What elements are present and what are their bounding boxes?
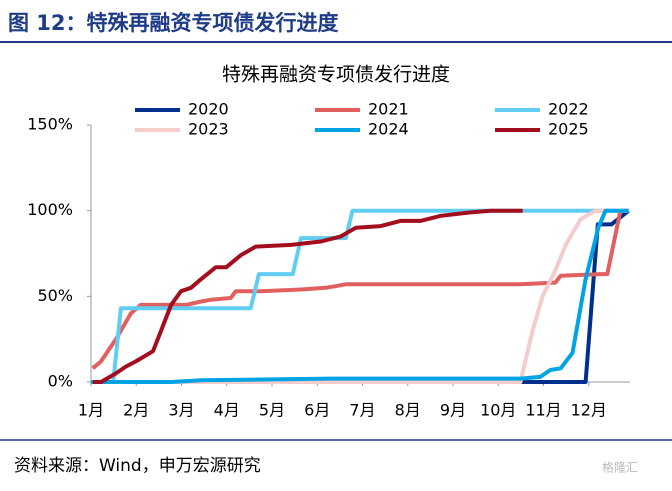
x-tick-label: 11月 — [525, 401, 561, 420]
x-tick-label: 8月 — [395, 401, 421, 420]
legend-label: 2023 — [188, 120, 229, 139]
legend-label: 2020 — [188, 100, 229, 119]
x-tick-label: 2月 — [123, 401, 149, 420]
legend-label: 2022 — [548, 100, 589, 119]
x-tick-label: 12月 — [571, 401, 607, 420]
y-tick-label: 150% — [27, 115, 73, 134]
chart-title: 特殊再融资专项债发行进度 — [222, 64, 450, 86]
legend-label: 2021 — [368, 100, 409, 119]
series-line — [91, 208, 629, 370]
legend-label: 2024 — [368, 120, 409, 139]
x-tick-label: 6月 — [304, 401, 330, 420]
figure-title: 图 12：特殊再融资专项债发行进度 — [8, 11, 339, 35]
source: 资料来源：Wind，申万宏源研究 — [14, 456, 261, 476]
x-tick-label: 4月 — [214, 401, 240, 420]
x-tick-label: 3月 — [168, 401, 194, 420]
watermark: 格隆汇 — [602, 460, 638, 475]
series-line — [91, 209, 630, 384]
series-line — [92, 208, 523, 384]
y-tick-label: 50% — [37, 286, 73, 305]
y-tick-label: 100% — [27, 200, 73, 219]
x-tick-label: 9月 — [440, 401, 466, 420]
series-line — [91, 208, 629, 384]
y-tick-label: 0% — [48, 372, 73, 391]
x-tick-label: 1月 — [78, 401, 104, 420]
x-tick-label: 7月 — [349, 401, 375, 420]
series-line — [91, 208, 629, 384]
x-tick-label: 10月 — [480, 401, 516, 420]
series-line — [91, 208, 629, 384]
x-tick-label: 5月 — [259, 401, 285, 420]
legend-label: 2025 — [548, 120, 589, 139]
